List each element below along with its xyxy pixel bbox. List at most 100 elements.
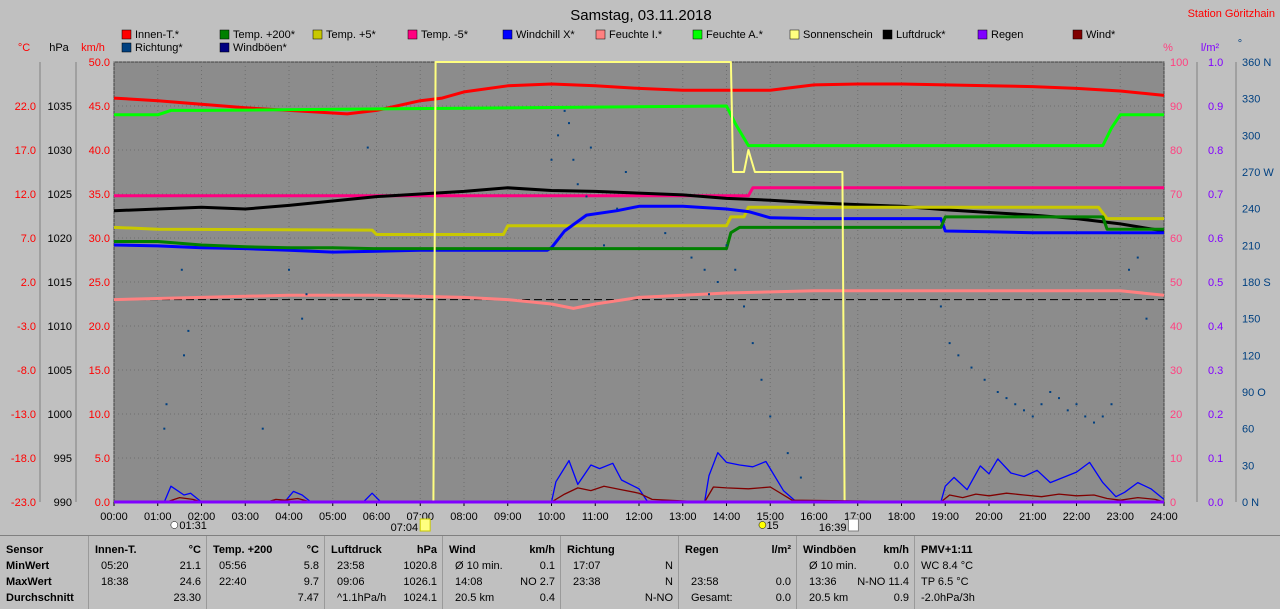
humidity-tick-label: 80: [1170, 145, 1182, 157]
rain-tick-label: 0.1: [1208, 453, 1223, 465]
direction-point: [180, 268, 183, 271]
pressure-tick-label: 1035: [48, 101, 72, 113]
stats-row: 13:36 N-NO 11.4: [797, 574, 915, 590]
stats-time: 23:58: [691, 576, 719, 588]
direction-point: [1110, 403, 1113, 406]
direction-tick-label: 180 S: [1242, 277, 1271, 289]
stats-time: Ø 10 min.: [809, 560, 857, 572]
series-line: [113, 204, 1164, 254]
humidity-tick-label: 20: [1170, 409, 1182, 421]
stats-header: Windböen: [803, 544, 857, 556]
direction-point: [957, 354, 960, 357]
stats-header-row: Wind km/h: [443, 542, 561, 558]
pressure-tick-label: 1030: [48, 145, 72, 157]
x-tick-label: 21:00: [1019, 511, 1047, 523]
stats-row: -2.0hPa/3h: [915, 590, 1025, 606]
stats-column: Innen-T. °C 05:20 21.1 18:38 24.6 23.30: [88, 536, 207, 609]
pressure-unit-label: hPa: [49, 42, 69, 54]
stats-time: TP 6.5 °C: [921, 576, 969, 588]
stats-value: N: [665, 560, 673, 572]
series-line: [113, 82, 1165, 116]
legend-label: Temp. -5*: [421, 29, 469, 41]
statistics-table: Sensor MinWert MaxWert Durchschnitt Innen-T.…: [0, 535, 1280, 609]
direction-point: [624, 171, 627, 173]
humidity-tick-label: 60: [1170, 233, 1182, 245]
stats-unit: hPa: [416, 544, 437, 556]
x-tick-label: 22:00: [1063, 511, 1091, 523]
direction-tick-label: 240: [1242, 204, 1260, 216]
direction-tick-label: 330: [1242, 94, 1260, 106]
temp-tick-label: 7.0: [21, 233, 36, 245]
stats-unit: °C: [306, 544, 319, 556]
legend-label: Wind*: [1086, 29, 1116, 41]
temp-tick-label: -23.0: [11, 497, 36, 509]
legend-swatch: [121, 29, 132, 40]
direction-tick-label: 120: [1242, 350, 1260, 362]
humidity-tick-label: 30: [1170, 365, 1182, 377]
stats-time: 18:38: [101, 576, 129, 588]
x-tick-label: 06:00: [363, 511, 391, 523]
stats-time: 09:06: [337, 576, 365, 588]
stats-row: Gesamt: 0.0: [679, 590, 797, 606]
direction-point: [1040, 403, 1043, 406]
direction-point: [708, 293, 710, 296]
series-line: [113, 289, 1165, 310]
stats-column: Luftdruck hPa 23:58 1020.8 09:06 1026.1 ^1.1hP…: [324, 536, 443, 609]
stats-header: Wind: [449, 544, 476, 556]
direction-point: [563, 109, 566, 112]
stats-row: Durchschnitt: [0, 590, 88, 606]
series-line: [113, 205, 1164, 236]
stats-header: Innen-T.: [95, 544, 137, 556]
stats-unit: l/m²: [771, 544, 791, 556]
direction-point: [983, 378, 986, 381]
direction-point: [1128, 268, 1130, 271]
stats-row: 05:56 5.8: [207, 558, 325, 574]
rain-tick-label: 0.7: [1208, 189, 1223, 201]
pressure-tick-label: 1000: [48, 409, 72, 421]
x-tick-label: 16:00: [800, 511, 828, 523]
direction-point: [751, 342, 754, 345]
direction-point: [1049, 391, 1052, 393]
stats-row: N-NO: [561, 590, 679, 606]
stats-value: 24.6: [179, 576, 201, 588]
stats-value: 0.0: [775, 576, 791, 588]
stats-time: 14:08: [455, 576, 483, 588]
direction-point: [576, 183, 579, 186]
direction-point: [690, 256, 693, 259]
humidity-tick-label: 0: [1170, 497, 1176, 509]
legend-label: Richtung*: [135, 42, 183, 54]
x-axis: 00:00 01:00 02:00 03:00 04:00 05:00 06:00 07:00…: [100, 502, 1178, 523]
stats-time: -2.0hPa/3h: [921, 592, 975, 604]
stats-time: 20.5 km: [455, 592, 495, 604]
wind-tick-label: 10.0: [89, 409, 110, 421]
rain-tick-label: 0.8: [1208, 145, 1223, 157]
stats-time: 13:36: [809, 576, 837, 588]
direction-point: [183, 354, 185, 357]
stats-header-row: Sensor: [0, 542, 88, 558]
stats-row: 7.47: [207, 590, 325, 606]
stats-header: Temp. +200: [213, 544, 273, 556]
x-tick-label: 04:00: [275, 511, 303, 523]
stats-row: 23:58 0.0: [679, 574, 797, 590]
temp-unit-label: °C: [18, 42, 30, 54]
series-line: [114, 186, 1164, 198]
temp-tick-label: -18.0: [11, 453, 36, 465]
stats-row: 17:07 N: [561, 558, 679, 574]
sunset-icon: [847, 518, 859, 532]
direction-point: [799, 476, 802, 479]
legend-swatch: [977, 29, 988, 40]
direction-tick-label: 60: [1242, 424, 1254, 436]
legend-swatch: [595, 29, 606, 40]
direction-tick-label: 30: [1242, 460, 1254, 472]
stats-value: 0.0: [775, 592, 791, 604]
stats-value: 0.4: [539, 592, 555, 604]
x-tick-label: 09:00: [494, 511, 522, 523]
humidity-tick-label: 70: [1170, 189, 1182, 201]
legend-label: Windböen*: [233, 42, 288, 54]
pressure-tick-label: 1005: [48, 365, 72, 377]
stats-time: 23:38: [573, 576, 601, 588]
temp-tick-label: -3.0: [17, 321, 36, 333]
direction-point: [616, 207, 619, 210]
direction-point: [1014, 403, 1017, 406]
direction-tick-label: 210: [1242, 240, 1260, 252]
